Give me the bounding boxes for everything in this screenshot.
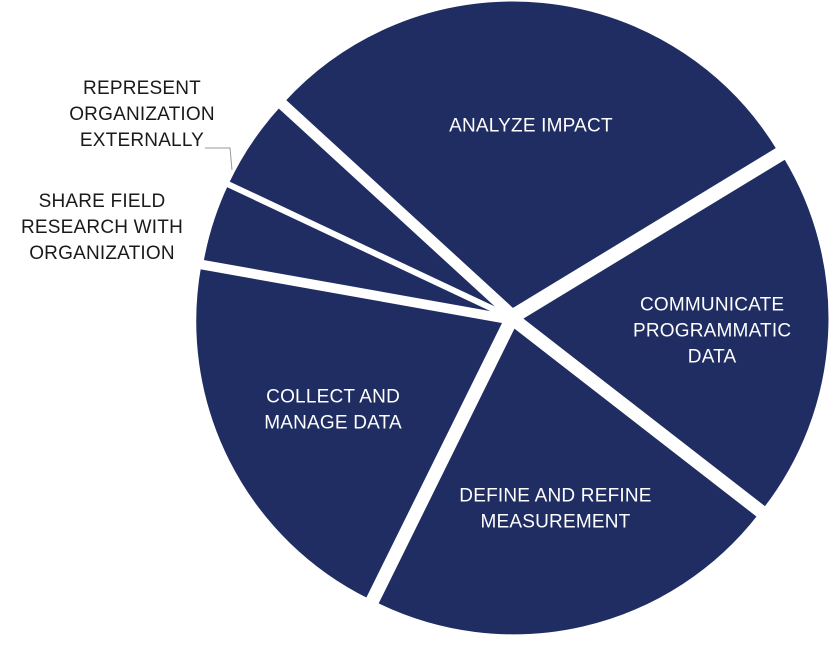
- slice-label-line: ORGANIZATION: [69, 104, 215, 125]
- slice-label-line: ORGANIZATION: [29, 243, 175, 264]
- slice-label-represent-organization-externally: REPRESENT ORGANIZATION EXTERNALLY: [69, 78, 215, 151]
- slice-label-communicate-programmatic-data: COMMUNICATE PROGRAMMATIC DATA: [633, 294, 791, 367]
- slice-label-line: COLLECT AND: [266, 386, 400, 407]
- pie-slice-define-and-refine-measurement: [372, 322, 763, 640]
- slice-label-line: COMMUNICATE: [640, 294, 784, 315]
- leader-lines: [205, 147, 233, 171]
- pie-slice-represent-organization-externally: [223, 102, 512, 319]
- slice-label-line: MANAGE DATA: [264, 412, 402, 433]
- pie-slice-analyze-impact: [280, 0, 782, 314]
- leader-line-represent-organization-externally: [205, 147, 233, 171]
- pie-slice-communicate-programmatic-data: [516, 153, 834, 513]
- pie-slice-collect-and-manage-data: [191, 263, 509, 604]
- slice-label-collect-and-manage-data: COLLECT AND MANAGE DATA: [264, 386, 402, 433]
- slice-label-line: EXTERNALLY: [80, 130, 204, 151]
- pie-slices: [191, 0, 834, 640]
- slice-label-line: DEFINE AND REFINE: [459, 485, 651, 506]
- slice-label-line: ANALYZE IMPACT: [449, 116, 613, 137]
- slice-label-define-and-refine-measurement: DEFINE AND REFINE MEASUREMENT: [459, 485, 651, 532]
- slice-label-line: PROGRAMMATIC: [633, 320, 791, 341]
- slice-label-analyze-impact: ANALYZE IMPACT: [449, 116, 613, 137]
- slice-label-line: SHARE FIELD: [39, 191, 166, 212]
- slice-label-share-field-research-with-organization: SHARE FIELD RESEARCH WITH ORGANIZATION: [21, 191, 183, 264]
- slice-label-line: REPRESENT: [83, 78, 201, 99]
- slice-label-line: DATA: [688, 346, 737, 367]
- slice-labels: ANALYZE IMPACT COMMUNICATE PROGRAMMATIC DAT…: [21, 78, 791, 532]
- slice-label-line: MEASUREMENT: [480, 511, 630, 532]
- slice-label-line: RESEARCH WITH: [21, 217, 183, 238]
